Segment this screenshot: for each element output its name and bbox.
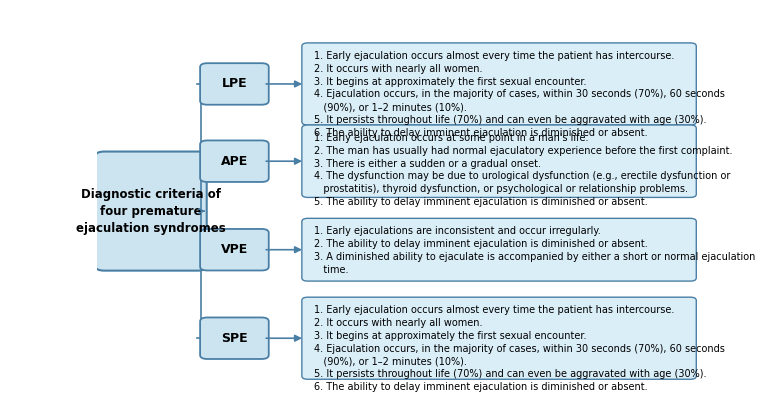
Text: 1. Early ejaculation occurs almost every time the patient has intercourse.
2. It: 1. Early ejaculation occurs almost every… <box>314 51 725 138</box>
Text: 1. Early ejaculation occurs almost every time the patient has intercourse.
2. It: 1. Early ejaculation occurs almost every… <box>314 305 725 392</box>
Text: Diagnostic criteria of
four premature
ejaculation syndromes: Diagnostic criteria of four premature ej… <box>76 188 226 234</box>
FancyBboxPatch shape <box>301 218 696 281</box>
Text: SPE: SPE <box>221 332 248 345</box>
FancyBboxPatch shape <box>200 317 269 359</box>
FancyBboxPatch shape <box>200 229 269 270</box>
FancyBboxPatch shape <box>96 152 207 270</box>
FancyBboxPatch shape <box>200 140 269 182</box>
FancyBboxPatch shape <box>200 63 269 105</box>
Text: 1. Early ejaculations are inconsistent and occur irregularly.
2. The ability to : 1. Early ejaculations are inconsistent a… <box>314 227 755 275</box>
FancyBboxPatch shape <box>301 125 696 197</box>
Text: VPE: VPE <box>221 243 248 256</box>
Text: 1. Early ejaculation occurs at some point in a man's life.
2. The man has usuall: 1. Early ejaculation occurs at some poin… <box>314 133 733 207</box>
Text: LPE: LPE <box>221 77 247 90</box>
Text: APE: APE <box>221 155 248 168</box>
FancyBboxPatch shape <box>301 43 696 125</box>
FancyBboxPatch shape <box>301 297 696 379</box>
